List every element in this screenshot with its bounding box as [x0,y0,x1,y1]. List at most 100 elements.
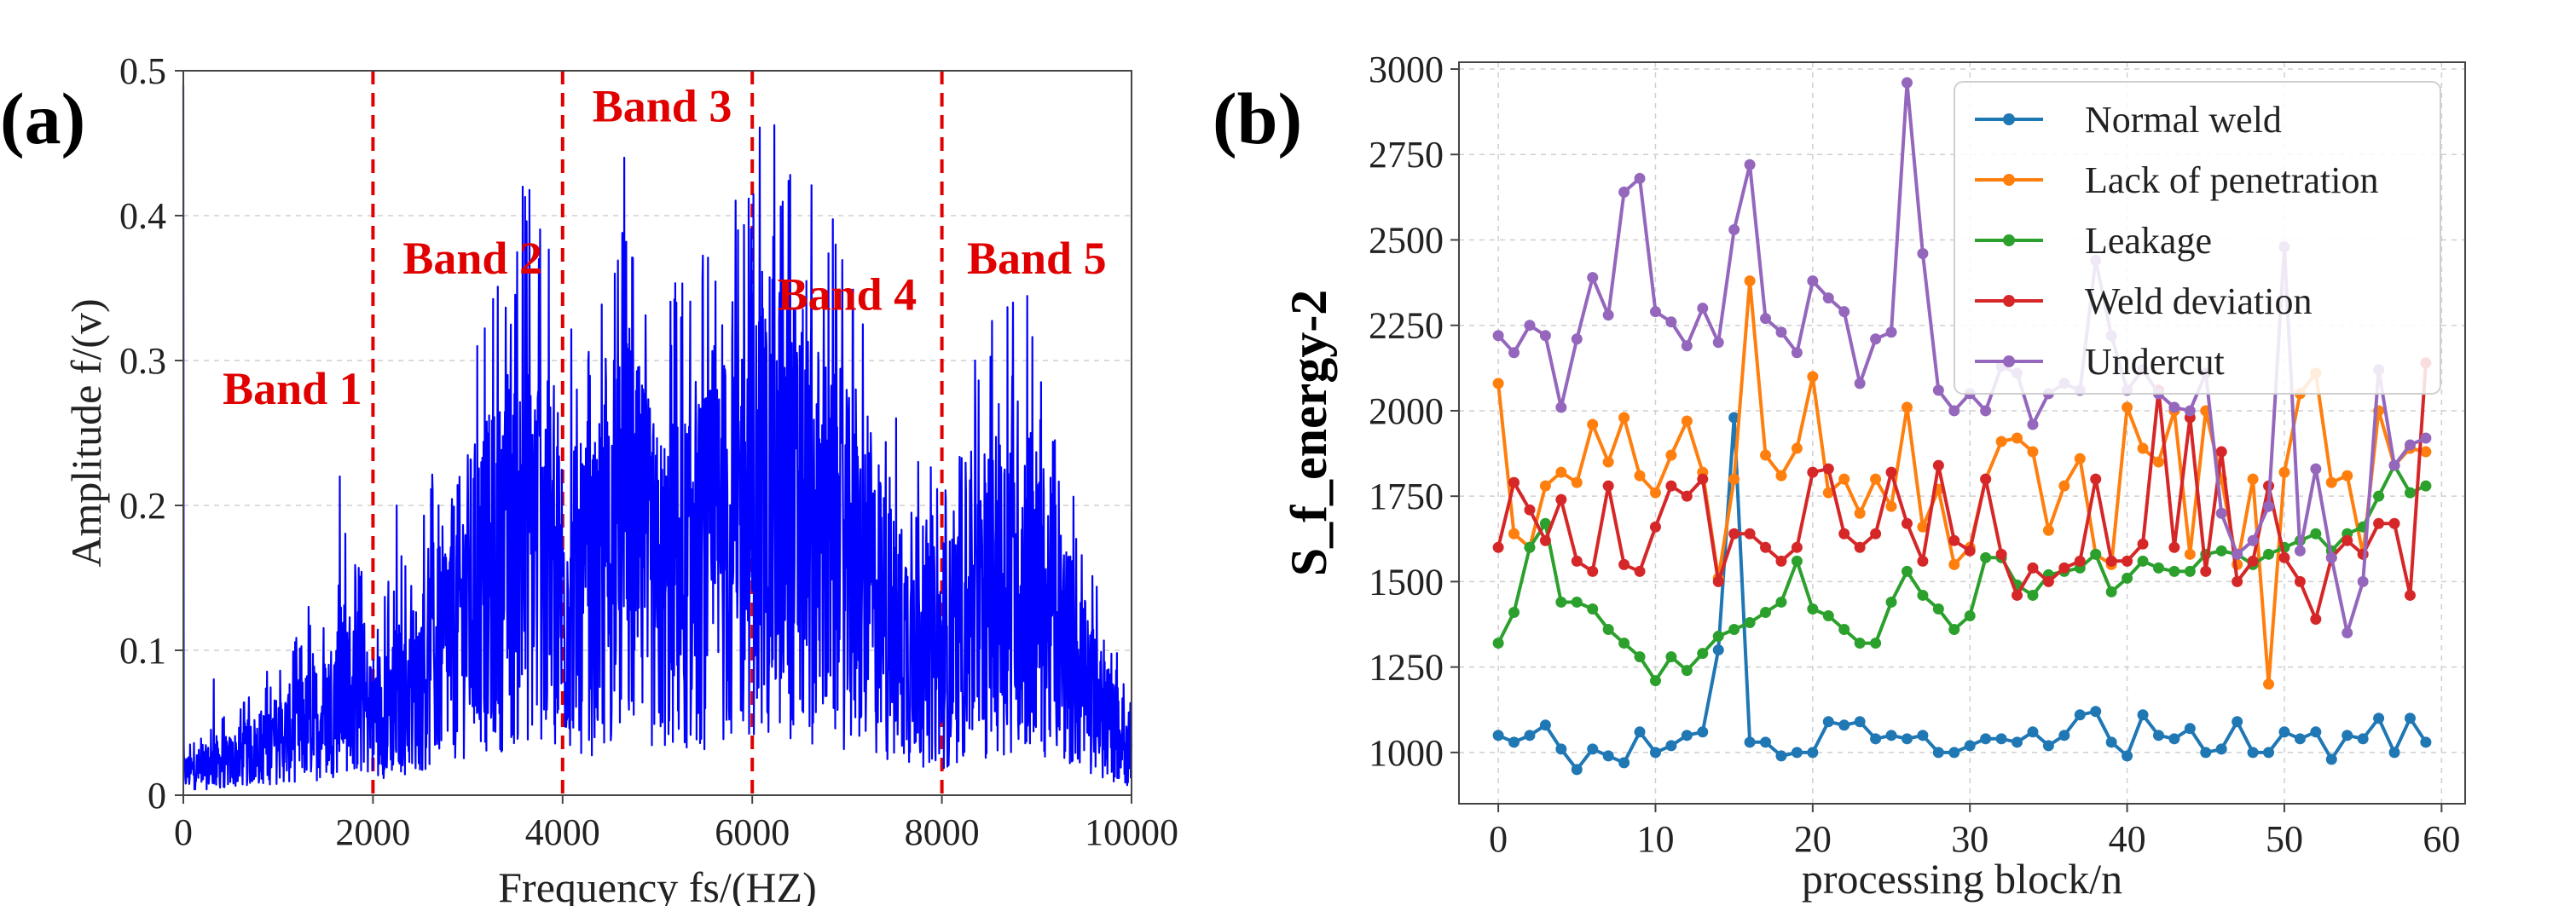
series-point [2420,480,2432,492]
series-point [2027,726,2039,738]
series-point [1822,292,1834,304]
series-point [2137,538,2149,550]
series-point [1524,504,1536,516]
legend-label: Normal weld [2085,99,2282,141]
series-point [2247,747,2259,759]
panel-b-x-tick-label: 10 [1636,818,1674,860]
series-point [2404,487,2416,499]
series-point [1712,644,1724,656]
panel-a-y-ticks: 0 0.1 0.2 0.3 0.4 0.5 [119,50,183,817]
series-point [1901,517,1913,529]
series-point [2325,753,2337,765]
series-point [2294,575,2306,587]
series-point [1870,733,1882,745]
series-point [2168,541,2180,553]
series-point [1932,459,1944,471]
series-point [1838,306,1850,318]
series-normal-weld [1492,412,2432,776]
series-point [1618,638,1630,649]
series-point [1665,480,1677,492]
series-point [2232,548,2243,560]
series-point [1602,309,1614,321]
series-point [2042,524,2054,536]
panel-b-y-axis-label: S_f_energy-2 [1281,290,1337,577]
series-point [2012,589,2023,601]
series-point [1555,493,1567,505]
series-point [1775,555,1787,567]
legend-swatch-marker [2003,355,2015,367]
series-point [1587,603,1599,615]
panel-b-x-tick-label: 30 [1951,818,1988,860]
series-point [1807,275,1819,287]
series-point [1681,490,1693,502]
series-point [1854,541,1866,553]
series-leakage [1492,459,2432,687]
series-point [1508,347,1520,359]
series-point [1760,449,1772,461]
series-point [2184,405,2196,417]
panel-b-x-tick-label: 40 [2109,818,2146,860]
series-point [1995,548,2007,560]
series-point [1524,730,1536,742]
series-point [1492,730,1504,742]
series-point [1932,747,1944,759]
series-point [2263,548,2275,560]
panel-b-series [1492,77,2432,776]
legend-swatch-marker [2003,295,2015,307]
band-label: Band 1 [223,363,362,414]
series-point [1649,487,1661,499]
series-point [2278,466,2290,478]
series-point [2168,401,2180,413]
series-point [1634,172,1646,184]
series-point [1634,565,1646,577]
series-point [1728,473,1740,485]
series-point [1539,480,1551,492]
series-point [1948,558,1960,570]
series-point [1744,736,1756,748]
panel-b-y-tick-label: 2500 [1369,219,1444,261]
series-point [2090,548,2102,560]
series-point [1870,473,1882,485]
series-point [2122,572,2133,584]
series-point [2420,736,2432,748]
panel-b-x-axis-label: processing block/n [1802,855,2122,903]
series-point [1508,476,1520,488]
series-point [1980,473,1992,485]
series-point [2042,740,2054,752]
series-point [1744,528,1756,540]
series-point [2152,456,2164,468]
series-line [1496,362,2428,621]
series-point [1980,405,1992,417]
series-point [2373,490,2385,502]
series-point [1791,347,1803,359]
series-point [1964,740,1976,752]
series-point [1807,747,1819,759]
series-point [1995,436,2007,447]
series-point [2404,439,2416,451]
series-point [1838,624,1850,636]
panel-b-y-tick-label: 1250 [1369,647,1444,689]
panel-a-x-ticks: 0 2000 4000 6000 8000 10000 [174,795,1178,853]
series-point [1697,648,1709,660]
series-point [1555,596,1567,608]
series-point [1681,730,1693,742]
series-point [1508,736,1520,748]
band-label: Band 5 [967,233,1107,284]
series-point [1571,476,1583,488]
series-point [1492,638,1504,649]
series-point [2184,565,2196,577]
series-point [1870,528,1882,540]
series-point [2420,432,2432,444]
series-point [1712,575,1724,587]
panel-a-x-tick-label: 8000 [905,811,980,853]
panel-a-x-tick-label: 4000 [525,811,600,853]
series-point [2184,723,2196,735]
series-point [1854,507,1866,519]
series-point [2137,555,2149,567]
legend-label: Weld deviation [2085,280,2313,322]
series-point [2152,562,2164,574]
series-point [1917,248,1929,260]
series-point [1807,603,1819,615]
series-point [1665,316,1677,328]
series-point [1602,624,1614,636]
